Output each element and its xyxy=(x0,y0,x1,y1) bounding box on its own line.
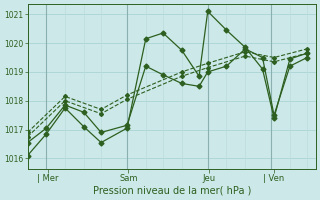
X-axis label: Pression niveau de la mer( hPa ): Pression niveau de la mer( hPa ) xyxy=(92,186,251,196)
